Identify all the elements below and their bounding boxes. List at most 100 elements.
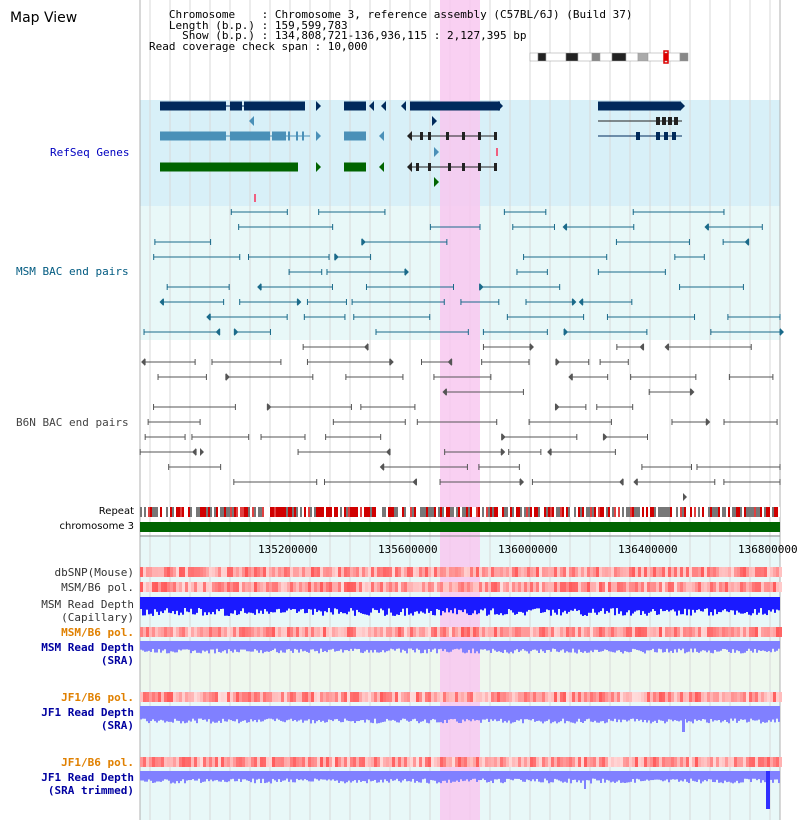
strand-arrow: [744, 238, 749, 246]
polymorphism-segment: [503, 582, 506, 592]
read-depth-bar: [434, 641, 436, 649]
repeat-segment: [266, 507, 268, 517]
track-label-chromosome: chromosome 3: [59, 521, 134, 532]
polymorphism-segment: [194, 582, 197, 592]
polymorphism-segment: [383, 627, 386, 637]
track-label-msm-b6-pol-sra[interactable]: MSM/B6 pol.: [61, 626, 134, 639]
track-label-jf1-read-depth-trimmed[interactable]: JF1 Read Depth (SRA trimmed): [41, 771, 134, 797]
polymorphism-segment: [185, 582, 188, 592]
repeat-segment: [570, 507, 572, 517]
read-depth-bar: [268, 771, 270, 782]
read-depth-bar: [648, 706, 650, 721]
polymorphism-segment: [293, 627, 296, 637]
repeat-segment: [206, 507, 208, 517]
read-depth-bar: [754, 597, 756, 610]
repeat-segment: [476, 507, 478, 517]
read-depth-bar: [458, 597, 460, 610]
read-depth-bar: [674, 597, 676, 612]
polymorphism-segment: [602, 757, 605, 767]
read-depth-bar: [680, 706, 682, 721]
polymorphism-segment: [164, 582, 167, 592]
read-depth-bar: [476, 597, 478, 615]
track-label-b6n-bac[interactable]: B6N BAC end pairs: [16, 416, 129, 429]
polymorphism-segment: [188, 582, 191, 592]
track-label-jf1-b6-pol[interactable]: JF1/B6 pol.: [61, 691, 134, 704]
read-depth-bar: [440, 597, 442, 616]
read-depth-bar: [422, 641, 424, 654]
track-label-refseq[interactable]: RefSeq Genes: [50, 146, 130, 159]
read-depth-bar: [746, 641, 748, 651]
read-depth-bar: [488, 706, 490, 722]
polymorphism-segment: [722, 692, 725, 702]
polymorphism-segment: [533, 582, 536, 592]
polymorphism-segment: [347, 692, 350, 702]
track-label-msm-read-depth-sra[interactable]: MSM Read Depth (SRA): [41, 641, 134, 667]
polymorphism-segment: [695, 582, 698, 592]
read-depth-bar: [686, 597, 688, 616]
read-depth-bar: [506, 641, 508, 653]
read-depth-bar: [694, 641, 696, 649]
read-depth-bar: [656, 706, 658, 723]
polymorphism-segment: [767, 567, 770, 577]
track-label-dbsnp[interactable]: dbSNP(Mouse): [54, 566, 134, 579]
read-depth-bar: [286, 597, 288, 611]
read-depth-bar: [386, 641, 388, 652]
read-depth-bar: [250, 706, 252, 720]
read-depth-bar: [676, 597, 678, 616]
read-depth-bar: [484, 597, 486, 609]
read-depth-bar: [494, 597, 496, 615]
polymorphism-segment: [152, 757, 155, 767]
read-depth-bar: [450, 597, 452, 611]
polymorphism-segment: [458, 757, 461, 767]
polymorphism-segment: [779, 627, 782, 637]
read-depth-bar: [462, 641, 464, 653]
polymorphism-segment: [737, 757, 740, 767]
read-depth-bar: [500, 641, 502, 653]
track-label-msm-bac[interactable]: MSM BAC end pairs: [16, 265, 129, 278]
repeat-segment: [714, 507, 716, 517]
strand-arrow: [361, 238, 366, 246]
polymorphism-segment: [239, 692, 242, 702]
repeat-segment: [306, 507, 308, 517]
read-depth-bar: [528, 706, 530, 720]
read-depth-bar: [416, 597, 418, 612]
polymorphism-segment: [506, 582, 509, 592]
read-depth-bar: [184, 771, 186, 784]
repeat-segment: [650, 507, 652, 517]
read-depth-bar: [522, 706, 524, 724]
read-depth-bar: [538, 706, 540, 721]
polymorphism-segment: [632, 567, 635, 577]
polymorphism-segment: [497, 757, 500, 767]
polymorphism-segment: [152, 582, 155, 592]
read-depth-bar: [760, 771, 762, 783]
repeat-segment: [770, 507, 772, 517]
polymorphism-segment: [434, 627, 437, 637]
polymorphism-segment: [248, 692, 251, 702]
read-depth-bar: [514, 641, 516, 651]
polymorphism-segment: [584, 692, 587, 702]
repeat-segment: [546, 507, 548, 517]
track-label-jf1-b6-pol-trimmed[interactable]: JF1/B6 pol.: [61, 756, 134, 769]
repeat-segment: [624, 507, 626, 517]
polymorphism-segment: [773, 757, 776, 767]
read-depth-bar: [662, 706, 664, 721]
gene-exon: [428, 163, 431, 171]
polymorphism-segment: [170, 567, 173, 577]
track-label-msm-b6-pol[interactable]: MSM/B6 pol.: [61, 581, 134, 594]
read-depth-bar: [236, 641, 238, 652]
polymorphism-segment: [509, 567, 512, 577]
read-depth-bar: [140, 706, 142, 720]
polymorphism-segment: [155, 582, 158, 592]
track-label-jf1-read-depth-sra[interactable]: JF1 Read Depth (SRA): [41, 706, 134, 732]
polymorphism-segment: [281, 567, 284, 577]
strand-arrow: [407, 162, 412, 172]
polymorphism-segment: [542, 567, 545, 577]
read-depth-bar: [178, 771, 180, 784]
polymorphism-segment: [521, 757, 524, 767]
polymorphism-segment: [461, 627, 464, 637]
polymorphism-segment: [668, 627, 671, 637]
track-label-msm-read-depth-capillary[interactable]: MSM Read Depth (Capillary): [41, 598, 134, 624]
polymorphism-segment: [359, 692, 362, 702]
read-depth-bar: [290, 597, 292, 610]
